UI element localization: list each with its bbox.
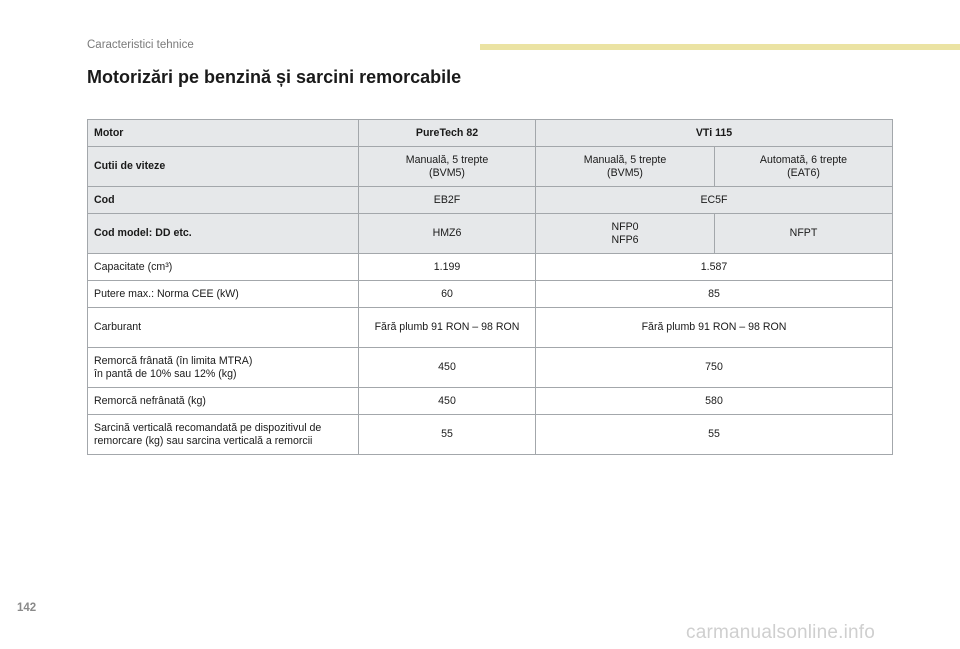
row-label: Remorcă frânată (în limita MTRA) în pant… <box>87 347 359 388</box>
section-label: Caracteristici tehnice <box>87 39 194 51</box>
row-label: Sarcină verticală recomandată pe dispozi… <box>87 414 359 455</box>
table-row-model-code: Cod model: DD etc. HMZ6 NFP0 NFP6 NFPT <box>87 213 894 254</box>
value-vti: 750 <box>534 347 894 388</box>
value-vti: 580 <box>534 387 894 415</box>
code-vti: EC5F <box>534 186 894 214</box>
row-label: Cod model: DD etc. <box>87 213 359 254</box>
gearbox-puretech: Manuală, 5 trepte (BVM5) <box>358 146 536 187</box>
row-label: Putere max.: Norma CEE (kW) <box>87 280 359 308</box>
gearbox-vti-manual: Manuală, 5 trepte (BVM5) <box>535 146 715 187</box>
gearbox-vti-auto: Automată, 6 trepte (EAT6) <box>713 146 894 187</box>
row-label: Cutii de viteze <box>87 146 359 187</box>
specs-table: Motor PureTech 82 VTi 115 Cutii de vitez… <box>87 119 894 455</box>
model-code-vti-auto: NFPT <box>713 213 894 254</box>
row-label: Cod <box>87 186 359 214</box>
table-row: Sarcină verticală recomandată pe dispozi… <box>87 414 894 455</box>
value-puretech: 60 <box>358 280 536 308</box>
row-label: Motor <box>87 119 359 147</box>
value-puretech: 450 <box>358 347 536 388</box>
value-puretech: Fără plumb 91 RON – 98 RON <box>358 307 536 348</box>
value-vti: Fără plumb 91 RON – 98 RON <box>534 307 894 348</box>
table-row: Capacitate (cm³) 1.199 1.587 <box>87 253 894 281</box>
table-row-gearbox: Cutii de viteze Manuală, 5 trepte (BVM5)… <box>87 146 894 187</box>
value-vti: 1.587 <box>534 253 894 281</box>
value-vti: 85 <box>534 280 894 308</box>
model-code-vti-manual: NFP0 NFP6 <box>535 213 715 254</box>
value-puretech: 1.199 <box>358 253 536 281</box>
table-row: Putere max.: Norma CEE (kW) 60 85 <box>87 280 894 308</box>
watermark: carmanualsonline.info <box>686 622 876 643</box>
value-vti: 55 <box>534 414 894 455</box>
model-code-puretech: HMZ6 <box>358 213 536 254</box>
row-label: Remorcă nefrânată (kg) <box>87 387 359 415</box>
code-puretech: EB2F <box>358 186 536 214</box>
table-row-code: Cod EB2F EC5F <box>87 186 894 214</box>
title-line-1: Motorizări pe benzină și <box>87 67 292 87</box>
engine-puretech: PureTech 82 <box>358 119 536 147</box>
table-row-motor: Motor PureTech 82 VTi 115 <box>87 119 894 147</box>
value-puretech: 450 <box>358 387 536 415</box>
title-line-2: sarcini remorcabile <box>296 67 462 87</box>
table-row: Carburant Fără plumb 91 RON – 98 RON Făr… <box>87 307 894 348</box>
header-accent-bar <box>480 44 960 50</box>
row-label: Capacitate (cm³) <box>87 253 359 281</box>
table-row: Remorcă nefrânată (kg) 450 580 <box>87 387 894 415</box>
value-puretech: 55 <box>358 414 536 455</box>
page-title: Motorizări pe benzină și sarcini remorca… <box>87 67 461 88</box>
table-row: Remorcă frânată (în limita MTRA) în pant… <box>87 347 894 388</box>
page-number: 142 <box>17 602 37 614</box>
engine-vti: VTi 115 <box>534 119 894 147</box>
row-label: Carburant <box>87 307 359 348</box>
